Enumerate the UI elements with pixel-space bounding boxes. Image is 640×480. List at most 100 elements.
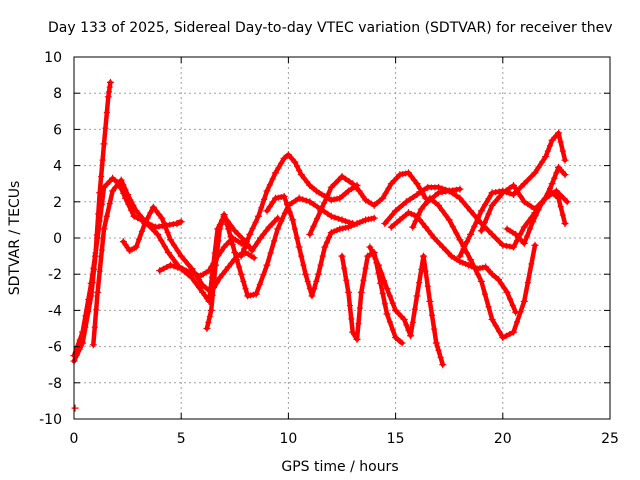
data-point [520,180,528,188]
data-point [520,223,528,231]
data-point [338,252,346,260]
track-sample-marker [136,212,143,219]
data-point [413,180,421,188]
data-point [488,201,496,209]
track-sample-marker [271,238,278,245]
data-point [561,220,569,228]
track-sample-marker [514,187,521,194]
data-point [419,252,427,260]
data-point [510,182,518,190]
track-sample-marker [242,285,249,292]
data-point [257,234,265,242]
track-sample-marker [122,186,129,193]
track-sample-marker [241,245,248,252]
track-sample-marker [98,201,105,208]
track-sample-marker [341,265,348,272]
data-point [212,261,220,269]
track-sample-marker [492,235,499,241]
track-sample-marker [250,291,257,298]
track-sample-marker [453,230,460,237]
y-tick-label: 0 [53,231,62,247]
series-track-10 [338,248,406,347]
track-sample-marker [112,184,119,191]
track-sample-marker [360,193,367,200]
track-sample-marker [311,186,318,193]
track-sample-marker [153,207,160,214]
track-sample-marker [381,300,388,307]
track-sample-marker [227,233,234,240]
data-point [467,256,475,264]
data-point [432,339,440,347]
track-sample-marker [185,261,192,268]
track-sample-marker [342,175,349,182]
data-point [402,198,410,206]
data-point [344,288,352,296]
data-point [289,216,297,224]
track-sample-marker [247,292,254,299]
data-point [306,198,314,206]
track-sample-marker [103,109,110,116]
data-point [477,207,485,215]
x-axis-title: GPS time / hours [281,459,398,475]
track-sample-marker [219,271,226,278]
track-sample-marker [517,184,524,191]
track-sample-marker [385,185,392,192]
track-sample-marker [286,209,293,216]
data-point [531,241,539,249]
track-sample-marker [557,139,564,146]
track-sample-marker [405,327,412,334]
track-sample-marker [251,243,258,250]
data-point [216,225,224,233]
track-sample-marker [161,243,168,250]
track-sample-marker [326,234,333,241]
track-sample-marker [122,241,129,248]
track-sample-marker [209,292,216,299]
track-sample-marker [120,181,127,188]
track-sample-marker [164,229,171,236]
track-sample-marker [408,173,415,180]
track-sample-marker [391,177,398,184]
track-sample-marker [368,200,375,207]
track-sample-marker [408,210,415,217]
track-sample-marker [91,324,98,331]
track-sample-marker [96,218,103,225]
track-sample-marker [335,215,342,222]
track-sample-marker [460,199,467,206]
track-sample-marker [518,237,525,244]
data-point [383,285,391,293]
track-sample-marker [532,212,539,219]
track-sample-marker [412,218,419,225]
track-sample-marker [106,88,113,95]
data-point [106,78,114,86]
data-point [499,241,507,249]
track-sample-marker [462,260,469,267]
track-sample-marker [399,171,406,178]
track-sample-marker [553,169,560,176]
track-sample-marker [249,225,256,232]
data-point [117,176,125,184]
track-sample-marker [496,328,503,335]
track-sample-marker [170,221,177,228]
data-point [317,207,325,215]
track-sample-marker [346,178,353,185]
data-point [424,198,432,206]
y-tick-label: -4 [48,303,62,319]
track-sample-marker [474,271,481,278]
track-sample-marker [174,247,181,254]
track-sample-marker [503,187,510,194]
track-sample-marker [235,238,242,245]
data-point [520,297,528,305]
track-sample-marker [411,177,418,184]
data-point [156,267,164,275]
data-point [537,200,545,208]
track-sample-marker [130,202,137,209]
track-sample-marker [524,177,531,184]
track-sample-marker [509,302,516,309]
track-sample-marker [506,190,513,197]
track-sample-marker [319,253,326,260]
data-point [306,230,314,238]
track-sample-marker [342,190,349,197]
track-sample-marker [269,175,276,182]
track-sample-marker [435,347,442,354]
track-sample-marker [324,192,331,199]
